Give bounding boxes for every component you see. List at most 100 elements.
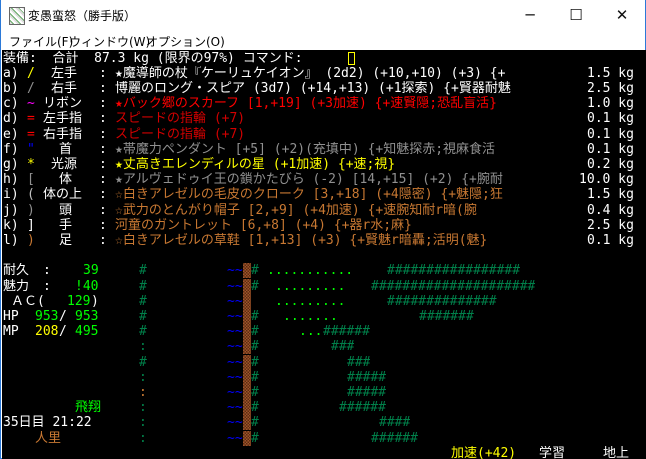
equipment-text: 右手指 — [43, 126, 83, 142]
terminal-text: ........... — [267, 263, 354, 279]
equipment-text: : — [99, 156, 107, 172]
terminal-text: 953 — [75, 308, 99, 324]
equipment-text: h) — [3, 172, 19, 188]
map-wall-tile — [243, 308, 251, 324]
equipment-text: : — [99, 172, 107, 188]
close-button[interactable]: ✕ — [615, 6, 629, 24]
menu-window[interactable]: ウィンドウ(W) — [69, 35, 151, 49]
terminal-text: ###### — [339, 400, 386, 416]
terminal-text: : — [139, 430, 147, 446]
equipment-text: 頭 — [59, 202, 73, 218]
status-text: 学習 — [539, 445, 566, 459]
terminal-text: ### — [331, 339, 355, 355]
equipment-text: ] — [27, 217, 35, 233]
equipment-text: 体の上 — [43, 187, 83, 203]
window-title: 変愚蛮怒（勝手版） — [28, 9, 137, 23]
equipment-text: ★魔導師の杖『ケーリュケイオン』 (2d2) (+10,+10) (+3) {+ — [115, 65, 506, 81]
terminal-text: ~~ — [227, 354, 243, 370]
terminal-text: # — [251, 278, 259, 294]
equipment-text: b) — [3, 80, 19, 96]
terminal-text: ~~ — [227, 415, 243, 431]
equipment-text: 2.5 kg — [587, 80, 634, 96]
terminal-text: 953 — [35, 308, 59, 324]
terminal-text: ~~ — [227, 430, 243, 446]
terminal-text: # — [139, 324, 147, 340]
map-wall-tile — [243, 400, 251, 416]
terminal-text: # — [139, 308, 147, 324]
text-cursor — [348, 51, 355, 65]
terminal-text: : — [139, 400, 147, 416]
equipment-text: ★帯魔力ペンダント [+5] (+2)(充填中) {+知魅探赤;視麻食活 — [115, 141, 496, 157]
equipment-text: 2.5 kg — [587, 217, 634, 233]
equipment-text: ★バック郷のスカーフ [1,+19] (+3加速) {+速賢隠;恐乱盲活} — [115, 96, 497, 112]
equipment-text: d) — [3, 111, 19, 127]
terminal-text: 35日目 21:22 — [3, 415, 92, 431]
terminal-text: ~~ — [227, 369, 243, 385]
terminal-text: # — [251, 369, 259, 385]
map-wall-tile — [243, 430, 251, 446]
terminal-text: # — [251, 324, 259, 340]
equipment-text: 河童のガントレット [6,+8] (+4) {+器r水;麻} — [115, 217, 412, 233]
minimize-button[interactable]: ─ — [525, 6, 535, 24]
equipment-text: 0.4 kg — [587, 202, 634, 218]
terminal-text: 魅力 — [3, 278, 30, 294]
status-text: 加速(+42) — [451, 445, 517, 459]
equipment-text: 1.5 kg — [587, 65, 634, 81]
terminal-text: ################# — [387, 263, 521, 279]
terminal-text: # — [251, 263, 259, 279]
equipment-text: ☆白きアレゼルの毛皮のクローク [3,+18] (+4隠密) {+魅隠;狂 — [115, 187, 503, 203]
terminal-text: : — [139, 339, 147, 355]
equipment-text: ~ — [27, 96, 35, 112]
maximize-button[interactable]: ☐ — [569, 6, 583, 24]
equipment-text: i) — [3, 187, 19, 203]
equipment-text: " — [27, 141, 35, 157]
equipment-text: 0.2 kg — [587, 156, 634, 172]
terminal-text: # — [251, 308, 259, 324]
equipment-text: : — [99, 96, 107, 112]
terminal-text: # — [139, 263, 147, 279]
equipment-text: e) — [3, 126, 19, 142]
terminal-text: ####### — [419, 308, 474, 324]
terminal-text: ############## — [387, 293, 497, 309]
equipment-text: 0.1 kg — [587, 141, 634, 157]
terminal-text: ~~ — [227, 263, 243, 279]
terminal-text: : — [139, 384, 147, 400]
terminal-text: ＡＣ( — [11, 293, 45, 309]
terminal-text: 129 — [67, 293, 91, 309]
status-text: 地上 — [603, 445, 630, 459]
terminal-text: ##### — [347, 384, 387, 400]
terminal-text: : — [139, 415, 147, 431]
equipment-text: f) — [3, 141, 19, 157]
terminal-text: ###### — [371, 430, 418, 446]
equipment-text: 0.1 kg — [587, 232, 634, 248]
app-icon — [9, 7, 25, 25]
equipment-text: k) — [3, 217, 19, 233]
menu-file[interactable]: ファイル(F) — [9, 35, 74, 49]
equipment-text: 手 — [59, 217, 73, 233]
terminal-text: # — [139, 278, 147, 294]
terminal-text: 495 — [75, 324, 99, 340]
map-wall-tile — [243, 293, 251, 309]
terminal-text: 208 — [35, 324, 59, 340]
map-wall-tile — [243, 263, 251, 279]
equipment-text: ) — [27, 232, 35, 248]
game-terminal[interactable]: 装備: 合計 87.3 kg (限界の97%) コマンド: a) / 左手: ★魔導師の… — [2, 50, 646, 459]
equipment-text: : — [99, 232, 107, 248]
terminal-text: ##### — [347, 369, 387, 385]
menu-options[interactable]: オプション(O) — [146, 35, 225, 49]
title-bar: 変愚蛮怒（勝手版） ─ ☐ ✕ — [1, 0, 645, 30]
equipment-text: : — [99, 187, 107, 203]
equipment-text: 1.5 kg — [587, 187, 634, 203]
terminal-text: # — [139, 293, 147, 309]
terminal-text: ......... — [275, 278, 346, 294]
equipment-text: a) — [3, 65, 19, 81]
map-wall-tile — [243, 324, 251, 340]
equipment-text: 10.0 kg — [579, 172, 634, 188]
equipment-text: * — [27, 156, 35, 172]
terminal-text: 39 — [83, 263, 99, 279]
equipment-text: : — [99, 65, 107, 81]
equipment-text: : — [99, 126, 107, 142]
equipment-text: / — [27, 80, 35, 96]
equipment-text: リボン — [43, 96, 83, 112]
